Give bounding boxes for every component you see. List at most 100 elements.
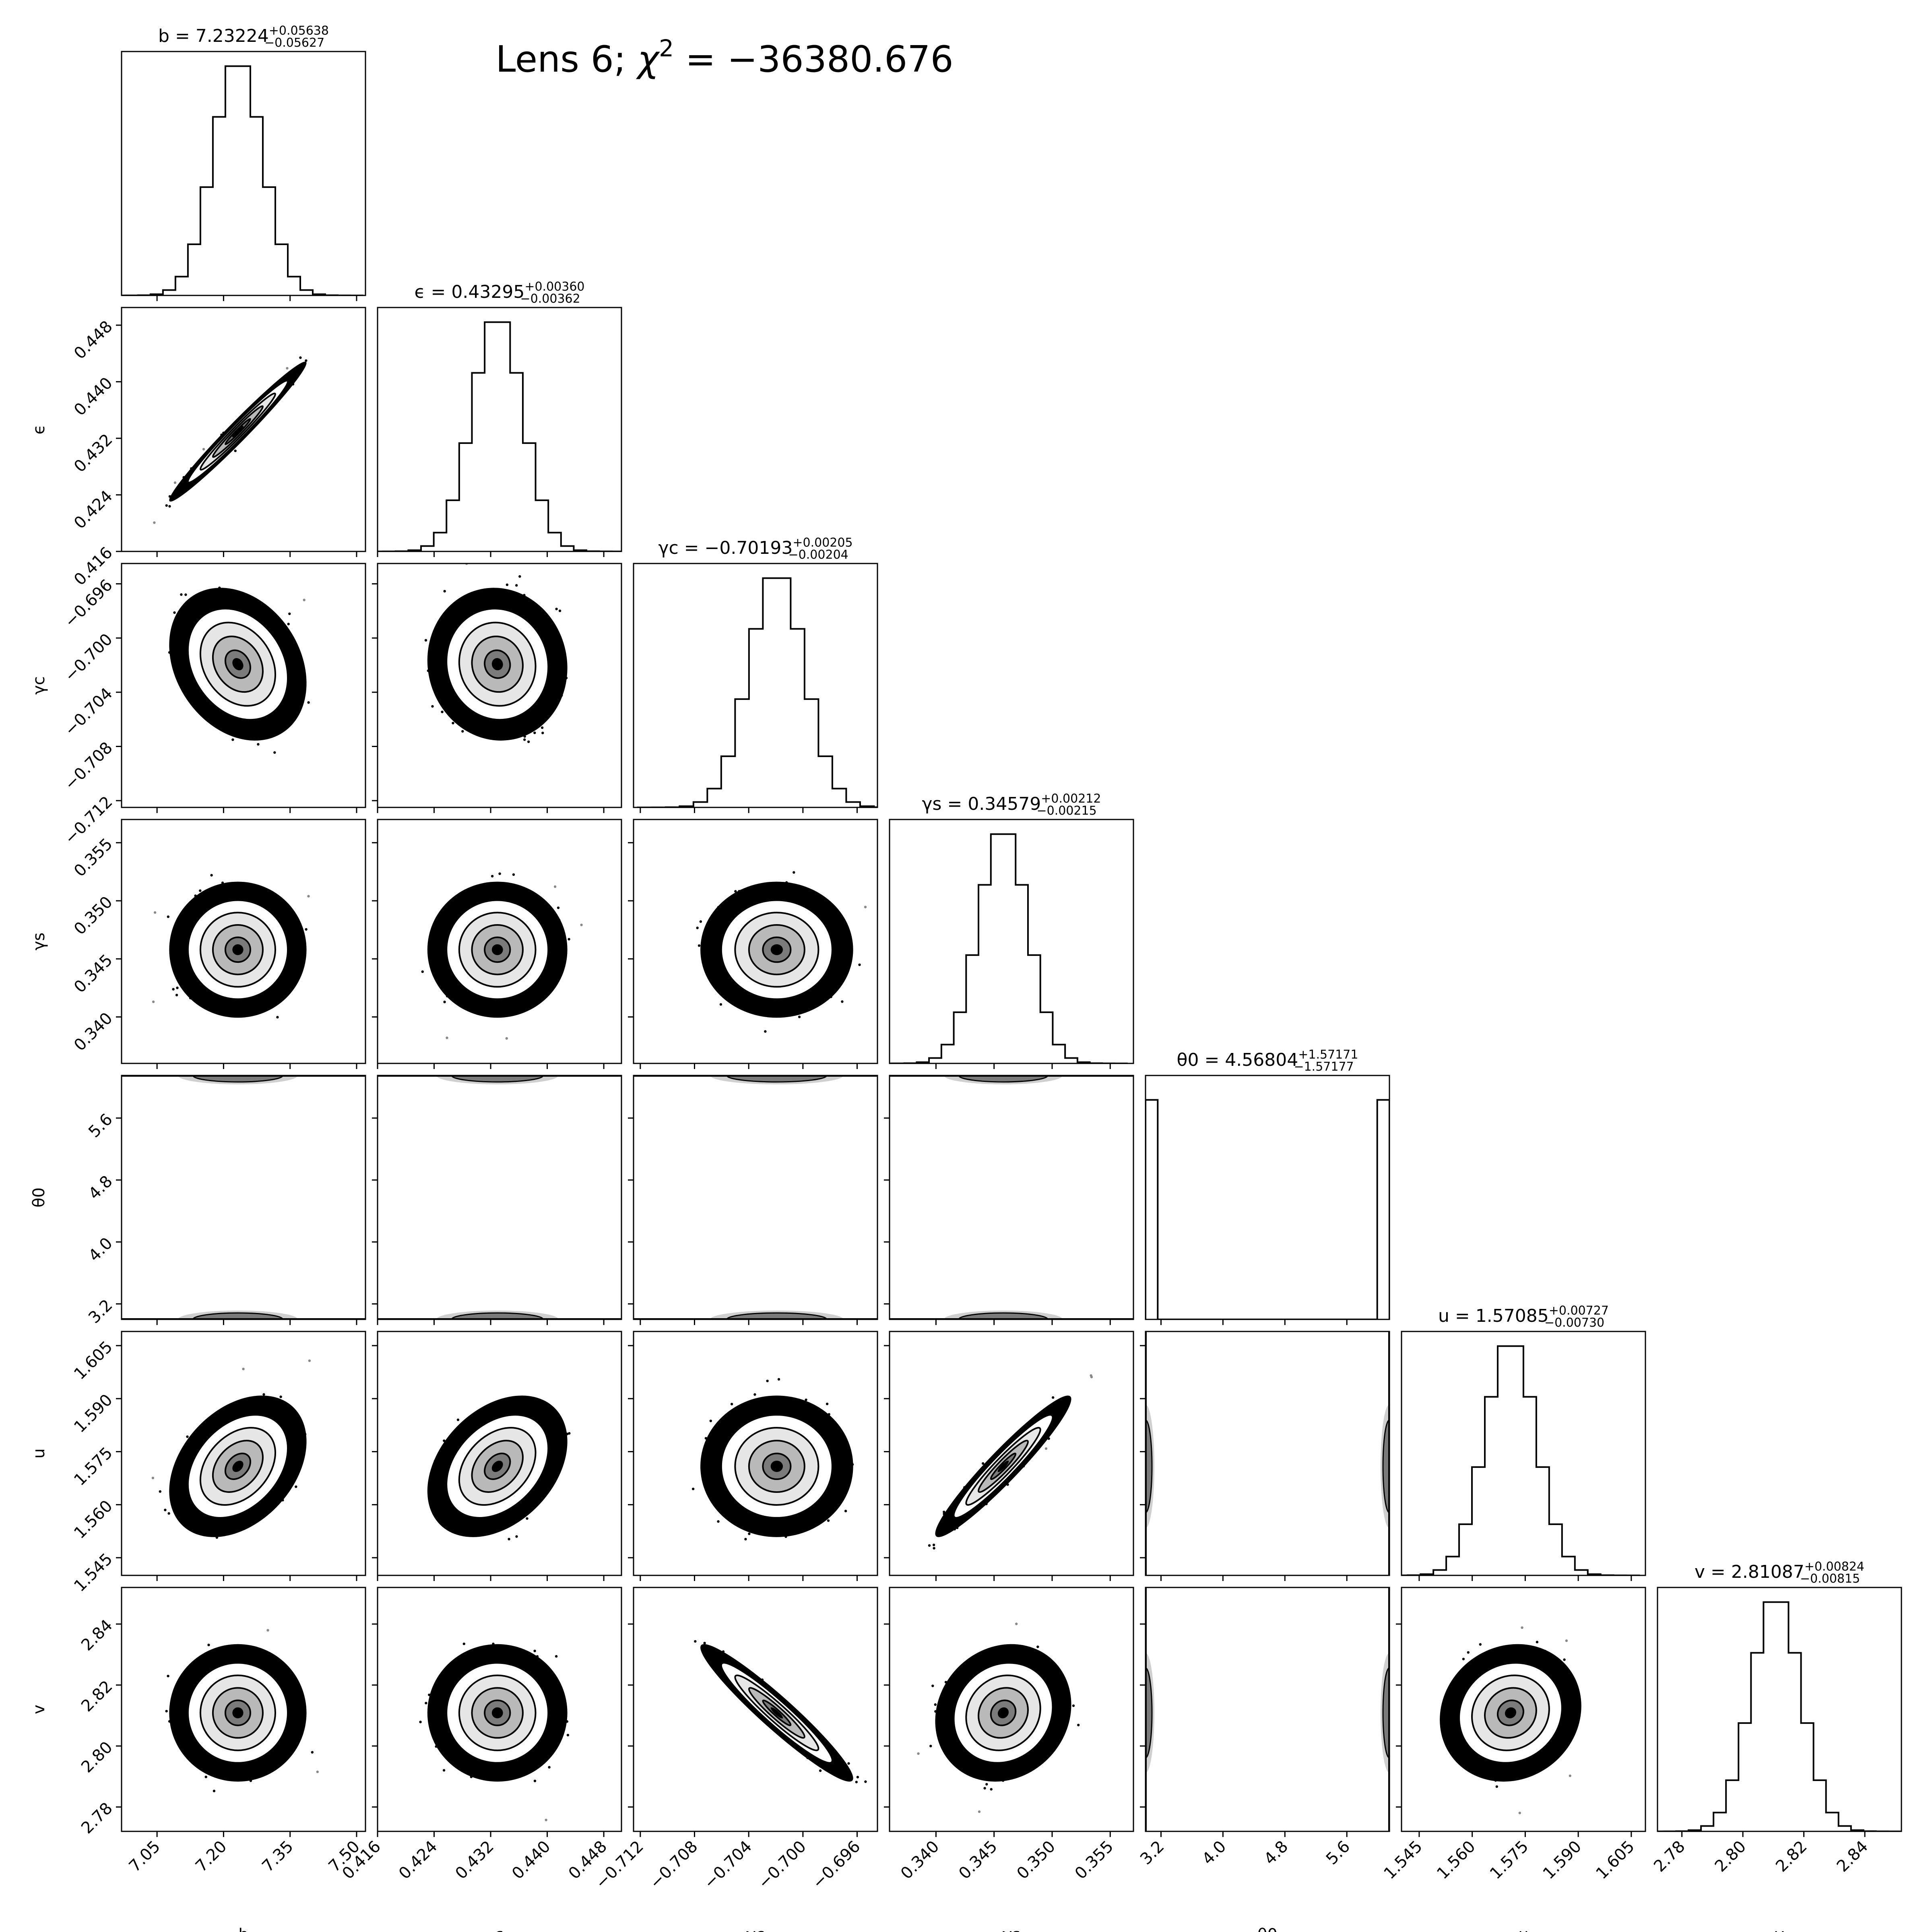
- scatter-point: [299, 356, 302, 359]
- y-tick-label: 1.605: [70, 1338, 116, 1383]
- panel-gs-th: [889, 1075, 1134, 1320]
- panel-gc-v: [633, 1587, 878, 1832]
- scatter-point: [456, 1418, 460, 1421]
- panel-frame: [889, 1331, 1134, 1576]
- scatter-point: [933, 1547, 935, 1550]
- scatter-point: [928, 1544, 931, 1547]
- title-minus: −0.00215: [1036, 804, 1096, 818]
- scatter-point: [424, 639, 427, 642]
- edge-blob-core: [1382, 1667, 1389, 1759]
- title-minus: −0.05627: [264, 36, 324, 50]
- panel-frame: [889, 1587, 1134, 1832]
- title-median: = 1.57085: [1449, 1306, 1549, 1326]
- x-tick-label: 7.05: [126, 1837, 164, 1876]
- scatter-point: [568, 1432, 571, 1435]
- x-tick-label: 0.355: [1071, 1837, 1117, 1883]
- scatter-point: [443, 1001, 446, 1003]
- scatter-point: [1536, 1641, 1539, 1643]
- scatter-point: [207, 1643, 210, 1646]
- ticks-1-5: [372, 1345, 605, 1581]
- figure-title: Lens 6; χ2 = −36380.676: [495, 35, 954, 80]
- scatter-point: [515, 1535, 518, 1538]
- scatter-point: [1495, 1785, 1498, 1788]
- scatter-point: [819, 1769, 822, 1772]
- panel-b-gs: [121, 819, 366, 1064]
- title-plus: +0.00824: [1804, 1560, 1864, 1574]
- scatter-point: [442, 1769, 446, 1772]
- x-tick-label: 2.78: [1650, 1837, 1689, 1876]
- density-peak: [770, 1460, 783, 1472]
- panel-frame: [121, 1075, 366, 1320]
- figure-title-prefix: Lens 6;: [495, 38, 638, 80]
- scatter-point: [764, 1030, 767, 1033]
- scatter-point: [498, 872, 501, 875]
- ticks-5-5: [1418, 1575, 1632, 1581]
- title-median: = −0.70193: [679, 538, 793, 558]
- title-eps: ϵ = 0.43295+0.00360 −0.00362: [414, 280, 584, 306]
- scatter-point: [858, 963, 861, 966]
- panel-content: [1440, 1626, 1581, 1814]
- scatter-point: [983, 1787, 986, 1790]
- title-gc: γc = −0.70193+0.00205 −0.00204: [658, 536, 852, 562]
- panel-content: [424, 564, 568, 743]
- scatter-point: [691, 1488, 695, 1490]
- panel-content: [691, 1378, 854, 1541]
- ticks-4-6: [1140, 1623, 1348, 1837]
- panel-content: [378, 1075, 621, 1319]
- scatter-point: [152, 1000, 155, 1003]
- title-label: γc: [658, 538, 678, 558]
- figure-title-value: = −36380.676: [674, 38, 954, 80]
- scatter-point: [512, 873, 515, 876]
- x-tick-label: 1.575: [1486, 1837, 1532, 1883]
- density-peak: [232, 425, 244, 438]
- scatter-point: [443, 590, 446, 593]
- scatter-point: [307, 895, 310, 898]
- y-tick-label: 2.78: [78, 1799, 116, 1838]
- scatter-point: [1569, 1774, 1571, 1777]
- panel-frame: [633, 819, 878, 1064]
- x-tick-label: 0.340: [897, 1837, 943, 1883]
- scatter-point: [279, 1395, 282, 1398]
- y-tick-label: 0.448: [70, 317, 116, 363]
- scatter-point: [276, 1016, 279, 1019]
- scatter-point: [204, 1775, 207, 1778]
- scatter-point: [934, 1703, 937, 1706]
- density-peak: [997, 1707, 1009, 1719]
- scatter-point: [844, 1509, 847, 1513]
- ticks-5-6: [1396, 1623, 1632, 1837]
- density-peak: [997, 1460, 1009, 1472]
- histogram-u: u = 1.57085+0.00727 −0.00730: [1401, 1304, 1646, 1576]
- ticks-0-5: [116, 1345, 357, 1581]
- scatter-point: [777, 1378, 780, 1381]
- scatter-point: [827, 1519, 830, 1522]
- scatter-point: [316, 1770, 319, 1773]
- scatter-point: [548, 1766, 551, 1769]
- title-plus: +0.05638: [269, 24, 329, 38]
- density-peak: [491, 658, 503, 671]
- panel-frame: [377, 563, 622, 808]
- scatter-point: [982, 1462, 985, 1465]
- y-axis-label: γs: [30, 933, 48, 951]
- scatter-point: [533, 1649, 536, 1652]
- density-peak: [491, 944, 503, 956]
- edge-blob-core: [958, 1075, 1049, 1083]
- scatter-point: [703, 1642, 706, 1645]
- title-label: γs: [922, 794, 942, 814]
- scatter-point: [518, 575, 521, 578]
- scatter-point: [257, 743, 260, 746]
- histogram-v: v = 2.81087+0.00824 −0.00815: [1657, 1560, 1902, 1832]
- density-peak: [770, 1707, 783, 1719]
- scatter-point: [730, 1403, 733, 1406]
- histogram-steps: [1657, 1601, 1901, 1831]
- scatter-point: [242, 1368, 245, 1371]
- panel-eps-gc: [377, 563, 622, 808]
- panel-content: [122, 1075, 365, 1319]
- scatter-point: [734, 890, 737, 893]
- scatter-point: [491, 875, 494, 877]
- x-tick-label: 1.590: [1540, 1837, 1585, 1883]
- scatter-point: [266, 1629, 269, 1632]
- x-tick-label: 1.545: [1380, 1837, 1426, 1883]
- title-median: = 4.56804: [1199, 1050, 1298, 1070]
